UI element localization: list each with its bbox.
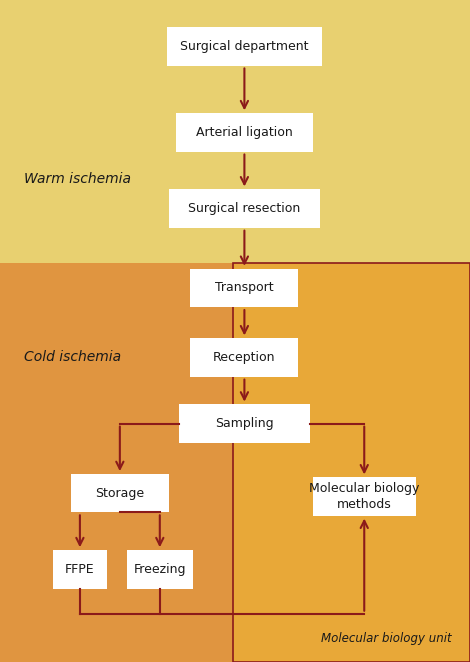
- Text: Surgical department: Surgical department: [180, 40, 309, 53]
- FancyBboxPatch shape: [190, 269, 298, 307]
- Bar: [0, 0, 470, 263]
- Text: Warm ischemia: Warm ischemia: [24, 171, 131, 186]
- FancyBboxPatch shape: [190, 338, 298, 377]
- FancyBboxPatch shape: [127, 550, 193, 589]
- Text: Reception: Reception: [213, 351, 275, 364]
- FancyBboxPatch shape: [53, 550, 107, 589]
- Text: Sampling: Sampling: [215, 417, 274, 430]
- Text: Cold ischemia: Cold ischemia: [24, 350, 121, 365]
- Text: Molecular biology
methods: Molecular biology methods: [309, 482, 419, 511]
- FancyBboxPatch shape: [167, 27, 322, 66]
- Text: Molecular biology unit: Molecular biology unit: [321, 632, 451, 645]
- Text: Storage: Storage: [95, 487, 144, 500]
- Text: Freezing: Freezing: [133, 563, 186, 576]
- Text: Arterial ligation: Arterial ligation: [196, 126, 293, 139]
- Text: Surgical resection: Surgical resection: [188, 202, 300, 215]
- Bar: [233, 263, 470, 662]
- FancyBboxPatch shape: [176, 113, 313, 152]
- Text: FFPE: FFPE: [65, 563, 95, 576]
- FancyBboxPatch shape: [70, 474, 169, 512]
- Text: Transport: Transport: [215, 281, 274, 295]
- FancyBboxPatch shape: [169, 189, 320, 228]
- Bar: [233, 263, 470, 662]
- FancyBboxPatch shape: [179, 404, 310, 443]
- Bar: [0, 263, 470, 662]
- FancyBboxPatch shape: [313, 477, 416, 516]
